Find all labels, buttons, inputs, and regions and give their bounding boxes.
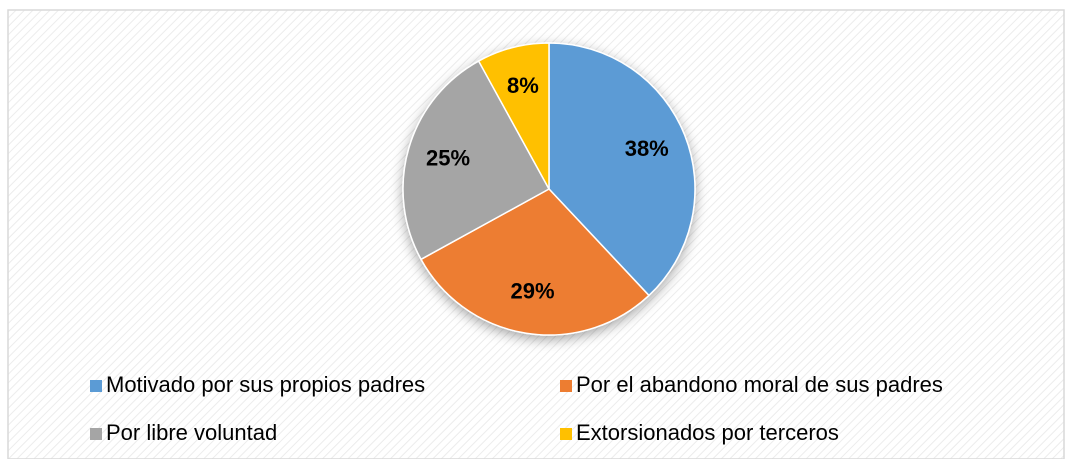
data-label: 8% xyxy=(507,73,539,98)
pie-slice xyxy=(420,188,651,336)
legend-label: Motivado por sus propios padres xyxy=(106,372,425,397)
legend-swatch xyxy=(560,380,572,392)
legend-swatch xyxy=(90,428,102,440)
pie-slice xyxy=(402,60,551,261)
pie xyxy=(402,42,696,336)
data-label: 25% xyxy=(426,145,470,170)
pie-slice xyxy=(477,42,550,190)
legend-swatch xyxy=(90,380,102,392)
legend-swatch xyxy=(560,428,572,440)
pie-slice xyxy=(548,42,696,297)
data-label: 38% xyxy=(625,136,669,161)
data-label: 29% xyxy=(511,279,555,304)
legend-label: Por el abandono moral de sus padres xyxy=(576,372,943,397)
legend-label: Por libre voluntad xyxy=(106,420,277,445)
legend-label: Extorsionados por terceros xyxy=(576,420,839,445)
